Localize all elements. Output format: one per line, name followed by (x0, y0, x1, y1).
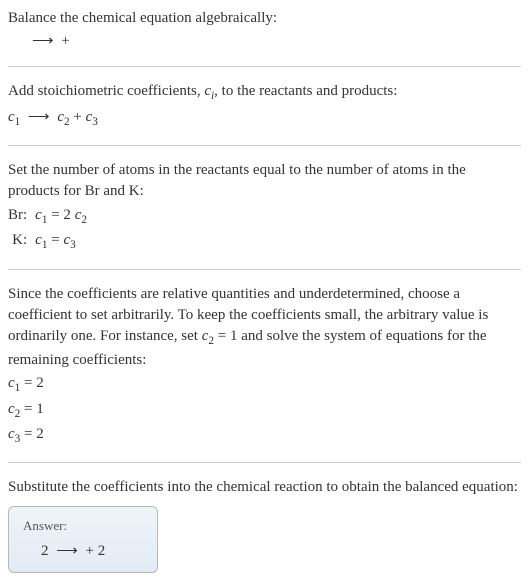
eq-expr-br: c1 = 2 c2 (35, 204, 93, 230)
eq-expr-k: c1 = c3 (35, 229, 93, 255)
divider-3 (8, 269, 521, 270)
eq-label-k: K: (8, 229, 35, 255)
section-balance-intro: Balance the chemical equation algebraica… (8, 8, 521, 52)
plus-symbol: + (61, 33, 69, 49)
intro-text: Balance the chemical equation algebraica… (8, 8, 521, 29)
answer-box: Answer: 2 ⟶ + 2 (8, 506, 158, 573)
stoich-text: Add stoichiometric coefficients, ci, to … (8, 81, 521, 105)
coeff-c3: c3 = 2 (8, 424, 521, 448)
coeff-c2: c2 = 1 (8, 399, 521, 423)
divider-4 (8, 462, 521, 463)
arrow-symbol: ⟶ (52, 541, 82, 562)
eq-row-br: Br: c1 = 2 c2 (8, 204, 93, 230)
divider-2 (8, 145, 521, 146)
arrow-symbol: ⟶ (24, 107, 54, 128)
arrow-symbol: ⟶ (28, 31, 58, 52)
answer-equation: 2 ⟶ + 2 (23, 541, 143, 562)
atoms-text: Set the number of atoms in the reactants… (8, 160, 521, 202)
section-substitute: Substitute the coefficients into the che… (8, 477, 521, 498)
stoich-equation: c1 ⟶ c2 + c3 (8, 107, 521, 131)
eq-row-k: K: c1 = c3 (8, 229, 93, 255)
solve-text: Since the coefficients are relative quan… (8, 284, 521, 371)
section-atoms: Set the number of atoms in the reactants… (8, 160, 521, 256)
eq-label-br: Br: (8, 204, 35, 230)
section-stoichiometric: Add stoichiometric coefficients, ci, to … (8, 81, 521, 131)
substitute-text: Substitute the coefficients into the che… (8, 477, 521, 498)
section-solve: Since the coefficients are relative quan… (8, 284, 521, 448)
divider-1 (8, 66, 521, 67)
coeff-c1: c1 = 2 (8, 373, 521, 397)
element-equations: Br: c1 = 2 c2 K: c1 = c3 (8, 204, 93, 256)
intro-equation: ⟶ + (8, 31, 521, 52)
answer-label: Answer: (23, 517, 143, 535)
